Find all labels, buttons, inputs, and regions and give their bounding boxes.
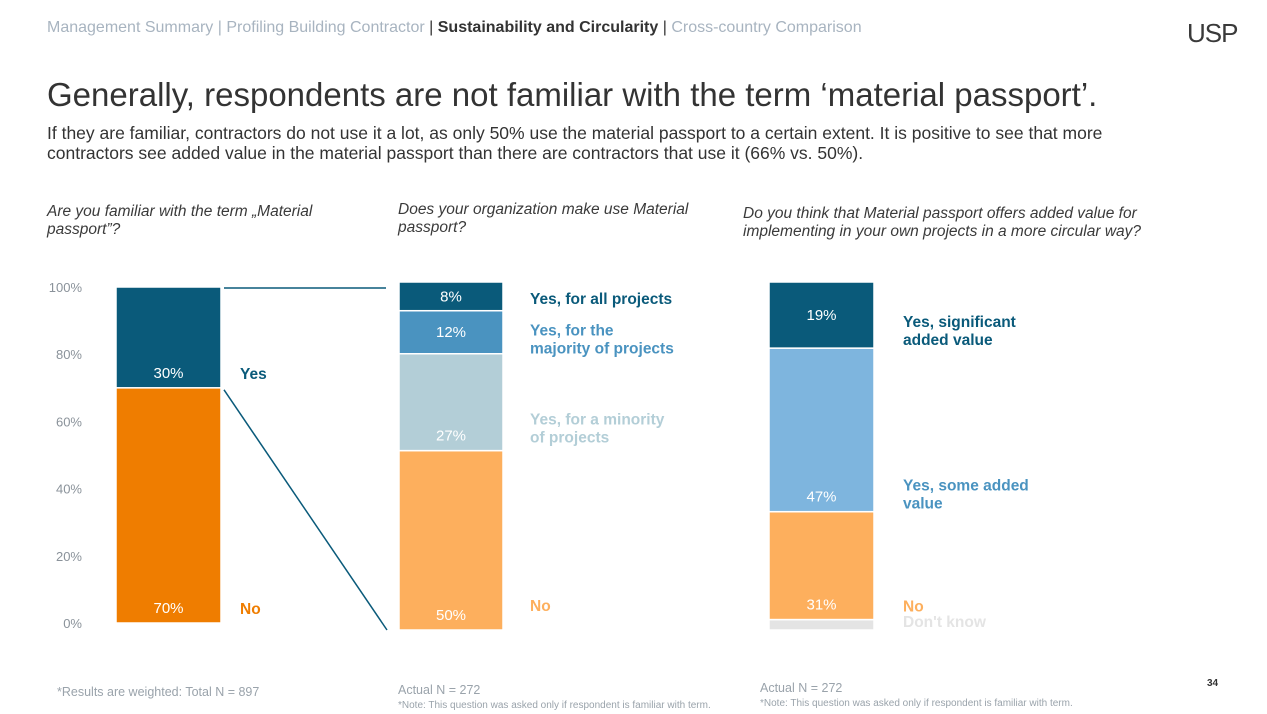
data-label: 27% [436, 428, 466, 445]
data-label: 19% [806, 307, 836, 324]
data-label: 50% [436, 607, 466, 624]
y-tick-label: 0% [63, 616, 82, 631]
legend-label-yes-significant-added-value: Yes, significant added value [903, 314, 1016, 349]
usp-logo: USP [1187, 18, 1238, 48]
page-subtitle: If they are familiar, contractors do not… [47, 123, 1103, 163]
legend-label-no: No [903, 599, 924, 616]
question-added-value: Do you think that Material passport offe… [743, 205, 1141, 240]
bar-segment-no [768, 510, 875, 621]
y-tick-label: 60% [56, 414, 82, 429]
legend-label-don-t-know: Don't know [903, 614, 987, 631]
legend-label-no: No [530, 598, 551, 615]
legend-label-yes-for-the-majority-of-projects: Yes, for the majority of projects [530, 323, 674, 358]
y-tick-label: 40% [56, 482, 82, 497]
breadcrumb-separator: | [429, 19, 434, 36]
data-label: 12% [436, 324, 466, 341]
breadcrumb-item-sustainability[interactable]: Sustainability and Circularity [437, 19, 659, 36]
breadcrumb-separator: | [662, 19, 667, 36]
page-title: Generally, respondents are not familiar … [47, 76, 1098, 113]
bar-segment-yes [115, 286, 222, 389]
page-number: 34 [1207, 678, 1219, 689]
connector-line-bottom [223, 389, 388, 631]
legend-label-yes-for-all-projects: Yes, for all projects [530, 291, 672, 308]
bar-segment-don-t-know [768, 618, 875, 631]
breadcrumb-separator: | [217, 19, 222, 36]
data-label: 30% [153, 365, 183, 382]
data-label: 8% [440, 288, 462, 305]
footnote-actual-n-usage: Actual N = 272 [398, 683, 481, 697]
data-label: 70% [153, 600, 183, 617]
bar-segment-yes-significant-added-value [768, 281, 875, 349]
bar-segment-yes-for-all-projects [398, 281, 504, 312]
legend-label-yes-some-added-value: Yes, some added value [903, 478, 1029, 513]
bar-segment-yes-for-a-minority-of-projects [398, 353, 504, 452]
question-familiar: Are you familiar with the term „Material… [47, 203, 313, 238]
question-usage: Does your organization make use Material… [398, 201, 689, 236]
footnote-actual-n-added-value: Actual N = 272 [760, 681, 843, 695]
bar-segment-no [398, 449, 504, 631]
legend-label-no: No [240, 601, 261, 618]
data-label: 47% [806, 489, 836, 506]
data-label: 31% [806, 597, 836, 614]
footnote-note-added-value: *Note: This question was asked only if r… [760, 698, 1073, 709]
footnote-weighted: *Results are weighted: Total N = 897 [57, 685, 260, 699]
legend-label-yes: Yes [240, 366, 267, 383]
breadcrumb-item-cross-country[interactable]: Cross-country Comparison [671, 19, 862, 36]
bar-segment-yes-some-added-value [768, 347, 875, 513]
bar-segment-yes-for-the-majority-of-projects [398, 309, 504, 355]
footnote-note-usage: *Note: This question was asked only if r… [398, 700, 711, 711]
y-tick-label: 100% [49, 280, 83, 295]
y-tick-label: 80% [56, 347, 82, 362]
legend-label-yes-for-a-minority-of-projects: Yes, for a minority of projects [530, 412, 665, 447]
bar-segment-no [115, 387, 222, 624]
breadcrumb-item-management-summary[interactable]: Management Summary [47, 19, 214, 36]
y-tick-label: 20% [56, 549, 82, 564]
breadcrumb: Management Summary | Profiling Building … [47, 19, 862, 37]
breadcrumb-item-profiling[interactable]: Profiling Building Contractor [226, 19, 425, 36]
